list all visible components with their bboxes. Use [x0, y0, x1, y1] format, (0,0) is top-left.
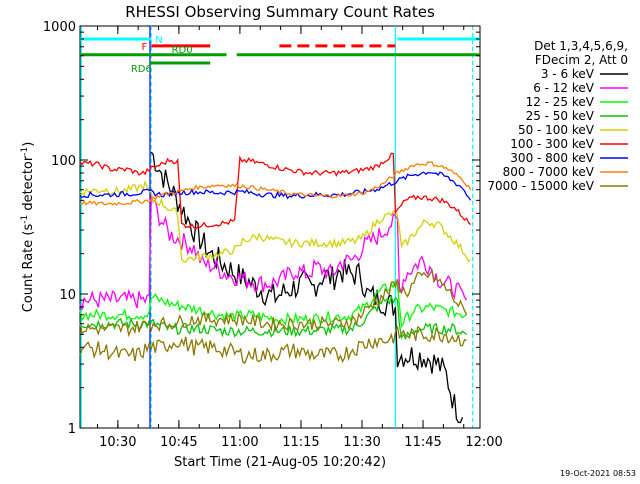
footer-timestamp: 19-Oct-2021 08:53: [560, 469, 636, 478]
series-line-2: [79, 279, 467, 329]
legend-label: 12 - 25 keV: [526, 95, 595, 109]
x-axis-label: Start Time (21-Aug-05 10:20:42): [174, 455, 386, 470]
legend-label: 300 - 800 keV: [510, 151, 594, 165]
series-line-9: [79, 268, 468, 338]
flag-bar-label: RD6: [131, 64, 152, 75]
legend-label: 25 - 50 keV: [526, 109, 595, 123]
flag-bar-label: N: [155, 35, 162, 46]
legend-header-line-2: FDecim 2, Att 0: [535, 53, 628, 67]
x-tick-label: 11:30: [343, 435, 380, 450]
y-axis-label-sup2: -1: [20, 147, 30, 156]
chart-title: RHESSI Observing Summary Count Rates: [125, 3, 435, 21]
flag-bars: NF RD0 RD6: [80, 35, 480, 75]
legend-label: 3 - 6 keV: [541, 67, 595, 81]
y-axis-label-end: ): [21, 142, 36, 147]
series-group: [79, 151, 472, 424]
series-line-0: [150, 151, 464, 424]
series-line-1: [79, 194, 468, 312]
y-axis-label-mid: detector: [21, 155, 36, 215]
series-line-5: [79, 152, 472, 230]
plot-frame: [79, 25, 481, 429]
legend-label: 800 - 7000 keV: [503, 165, 595, 179]
x-tick-label: 10:30: [99, 435, 136, 450]
flag-bar-label: RD0: [172, 45, 193, 56]
y-axis-label-main: Count Rate (s: [21, 224, 36, 313]
legend-label: 7000 - 15000 keV: [487, 179, 594, 193]
y-axis-label: Count Rate (s-1 detector-1): [20, 142, 36, 313]
x-tick-label: 10:45: [160, 435, 197, 450]
legend-header-line-1: Det 1,3,4,5,6,9,: [534, 39, 628, 53]
legend-label: 100 - 300 keV: [510, 137, 594, 151]
series-line-3: [79, 294, 467, 341]
x-axis-ticks: 10:30 10:45 11:00 11:15 11:30 11:45 12:00: [96, 26, 503, 450]
y-axis-ticks: 1 10 100 1000: [43, 20, 480, 437]
x-tick-label: 11:00: [221, 435, 258, 450]
y-tick-label: 1000: [43, 20, 76, 35]
flag-bar-label: F: [141, 42, 147, 53]
y-tick-label: 10: [59, 288, 76, 303]
legend-label: 50 - 100 keV: [518, 123, 595, 137]
series-line-7: [79, 161, 472, 206]
x-tick-label: 11:45: [404, 435, 441, 450]
legend-label: 6 - 12 keV: [533, 81, 595, 95]
series-line-8: [79, 325, 467, 365]
x-tick-label: 11:15: [282, 435, 319, 450]
vertical-markers: [80, 26, 474, 428]
x-tick-label: 12:00: [465, 435, 502, 450]
y-axis-label-sup1: -1: [20, 215, 30, 224]
y-tick-label: 100: [51, 154, 76, 169]
series-line-4: [79, 179, 472, 263]
series-line-6: [79, 171, 472, 201]
y-tick-label: 1: [68, 422, 76, 437]
